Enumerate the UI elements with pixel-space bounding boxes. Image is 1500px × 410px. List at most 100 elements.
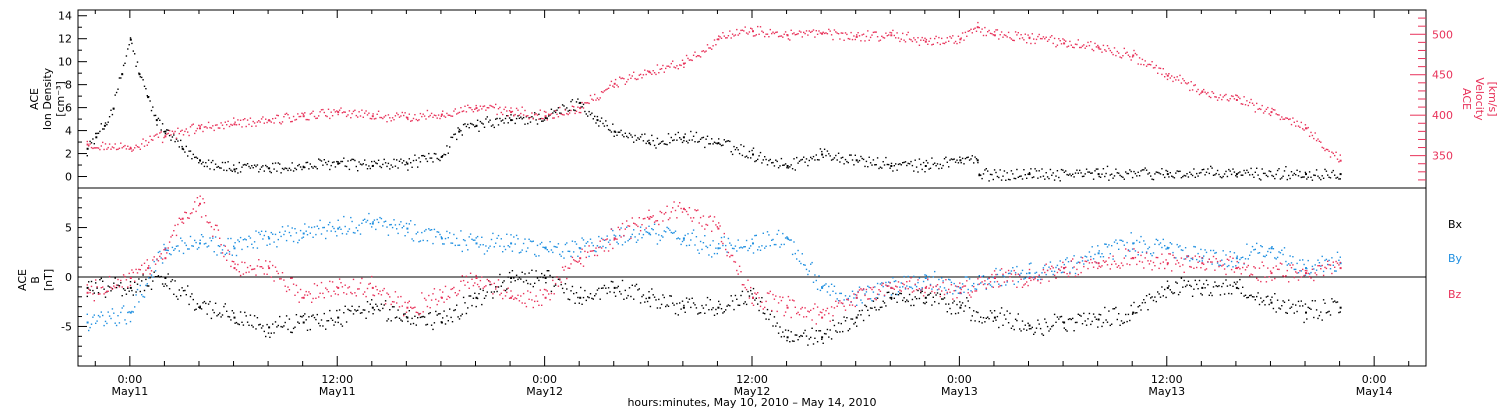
- series-bx-point: [344, 305, 346, 307]
- series-velocity-point: [514, 113, 516, 116]
- series-by-point: [803, 264, 805, 266]
- series-bx-point: [659, 307, 661, 309]
- series-bx-point: [320, 319, 323, 321]
- series-bz-point: [161, 258, 164, 260]
- series-velocity-point: [528, 118, 530, 120]
- series-bx-point: [1279, 308, 1282, 310]
- series-ion-density-point: [1116, 172, 1118, 174]
- series-bx-point: [1276, 299, 1279, 301]
- series-ion-density-point: [1274, 177, 1276, 180]
- series-bx-point: [373, 309, 376, 311]
- series-bz-point: [637, 225, 639, 228]
- series-by-point: [213, 251, 215, 253]
- series-by-point: [769, 245, 771, 247]
- series-velocity-point: [740, 29, 742, 32]
- series-velocity-point: [534, 114, 536, 116]
- series-velocity-point: [978, 26, 980, 29]
- series-by-point: [513, 236, 515, 238]
- series-ion-density-point: [950, 158, 953, 160]
- series-by-point: [362, 219, 364, 221]
- series-ion-density-point: [1207, 168, 1209, 170]
- series-bz-point: [755, 293, 757, 295]
- series-ion-density-point: [988, 180, 990, 182]
- series-velocity-point: [382, 117, 384, 120]
- series-bx-point: [564, 283, 567, 285]
- series-by-point: [680, 243, 682, 246]
- series-bx-point: [513, 277, 515, 279]
- series-ion-density-point: [1033, 176, 1035, 178]
- series-bz-point: [401, 305, 403, 307]
- series-ion-density-point: [451, 136, 454, 139]
- series-bz-point: [939, 295, 941, 298]
- series-by-point: [1313, 268, 1315, 270]
- series-by-point: [819, 289, 822, 292]
- series-velocity-point: [510, 107, 512, 109]
- series-bx-point: [380, 303, 383, 305]
- series-by-point: [948, 278, 950, 281]
- series-bz-point: [1264, 276, 1266, 278]
- series-bz-point: [740, 271, 742, 273]
- series-bx-point: [1297, 300, 1300, 303]
- series-bz-point: [571, 256, 574, 259]
- series-by-point: [166, 249, 168, 251]
- series-ion-density-point: [285, 167, 288, 170]
- series-by-data-point: [1028, 272, 1031, 275]
- series-bx-point: [1079, 314, 1081, 316]
- series-bz-point: [316, 284, 318, 287]
- series-bx-point: [468, 295, 470, 297]
- series-by-point: [1006, 281, 1008, 283]
- series-velocity-point: [1205, 93, 1208, 95]
- series-bx-point: [720, 308, 723, 310]
- series-by-point: [963, 291, 965, 293]
- series-bx-point: [1091, 320, 1093, 323]
- series-bx-data-point: [682, 306, 685, 309]
- series-by-point: [1186, 256, 1188, 258]
- series-ion-density-point: [1045, 172, 1047, 174]
- series-bz-point: [451, 288, 454, 290]
- series-bx-point: [1101, 325, 1103, 328]
- series-ion-density-point: [253, 164, 256, 166]
- series-bx-point: [535, 270, 537, 272]
- series-bz-point: [942, 281, 944, 284]
- series-bz-point: [141, 264, 143, 266]
- series-velocity-point: [1123, 47, 1125, 50]
- series-bx-point: [270, 332, 272, 334]
- series-velocity-point: [879, 39, 882, 41]
- series-by-point: [1012, 267, 1014, 269]
- series-bz-point: [253, 268, 256, 270]
- series-bz-point: [757, 292, 759, 294]
- series-velocity-point: [585, 102, 587, 104]
- series-by-point: [216, 254, 218, 256]
- series-by-point: [451, 242, 454, 244]
- series-velocity-point: [194, 132, 196, 135]
- series-ion-density-point: [1321, 175, 1323, 177]
- series-bx-point: [1302, 305, 1304, 307]
- series-ion-density-point: [260, 166, 263, 168]
- series-ion-density-point: [875, 164, 877, 166]
- series-by-point: [184, 242, 186, 244]
- series-ion-density-point: [582, 103, 585, 106]
- series-bx-point: [1225, 279, 1227, 281]
- series-ion-density-point: [308, 168, 310, 170]
- series-velocity-point: [910, 39, 912, 41]
- x-tick-date-label: May13: [1148, 385, 1185, 398]
- series-ion-density-point: [1262, 172, 1265, 175]
- series-ion-density-point: [670, 136, 672, 139]
- series-velocity-point: [1014, 31, 1017, 33]
- series-bx-point: [460, 315, 462, 317]
- series-bz-point: [1187, 255, 1190, 258]
- series-by-point: [283, 233, 285, 236]
- series-bz-point: [1288, 281, 1290, 283]
- series-bx-data-point: [959, 306, 962, 309]
- series-ion-density-point: [929, 167, 932, 169]
- series-velocity-point: [727, 35, 730, 37]
- series-bx-point: [1012, 325, 1014, 327]
- series-by-point: [706, 246, 709, 249]
- series-velocity-point: [1212, 92, 1215, 94]
- series-bz-point: [1138, 260, 1141, 263]
- series-ion-density-point: [1242, 174, 1244, 176]
- series-bz-point: [364, 291, 366, 293]
- series-bz-point: [168, 241, 171, 243]
- series-ion-density-point: [318, 158, 320, 160]
